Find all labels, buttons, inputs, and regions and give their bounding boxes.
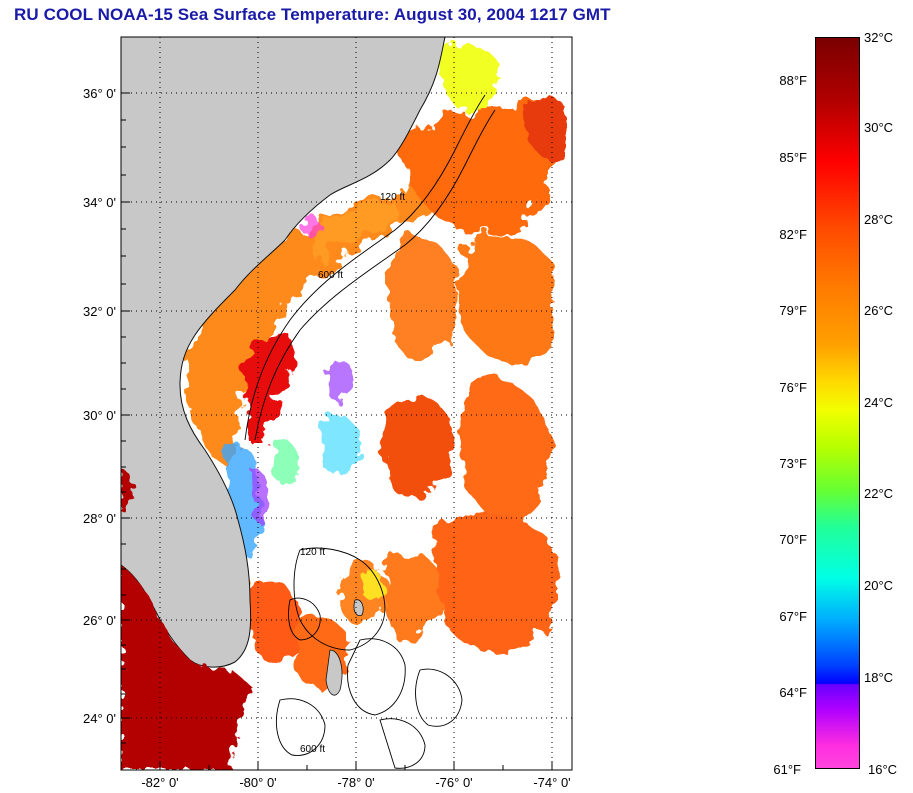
c-label-26: 26°C xyxy=(864,303,894,318)
lat-label-34: 34° 0' xyxy=(83,195,116,210)
lon-label-76: -76° 0' xyxy=(435,775,472,790)
gulf-sst xyxy=(121,469,255,770)
c-label-16: 16°C xyxy=(868,762,898,777)
lat-label-30: 30° 0' xyxy=(83,408,116,423)
lon-label-74: -74° 0' xyxy=(533,775,570,790)
f-label-85: 85°F xyxy=(779,150,807,165)
lat-label-26: 26° 0' xyxy=(83,613,116,628)
c-label-30: 30°C xyxy=(864,120,894,135)
lon-label-78: -78° 0' xyxy=(337,775,374,790)
lat-label-28: 28° 0' xyxy=(83,511,116,526)
latitude-labels: 36° 0' 34° 0' 32° 0' 30° 0' 28° 0' 26° 0… xyxy=(83,86,116,726)
f-label-64: 64°F xyxy=(779,685,807,700)
depth-label-600-south: 600 ft xyxy=(300,744,325,755)
f-label-70: 70°F xyxy=(779,532,807,547)
depth-label-120-bahamas: 120 ft xyxy=(300,547,325,558)
c-label-32: 32°C xyxy=(864,30,894,45)
c-label-22: 22°C xyxy=(864,486,894,501)
f-label-61: 61°F xyxy=(773,762,801,777)
f-label-67: 67°F xyxy=(779,609,807,624)
cool-speckle xyxy=(208,43,500,600)
c-label-28: 28°C xyxy=(864,212,894,227)
depth-contours xyxy=(244,94,496,769)
land-mass xyxy=(121,37,446,696)
lat-label-32: 32° 0' xyxy=(83,304,116,319)
depth-label-600: 600 ft xyxy=(318,270,343,281)
lat-label-24: 24° 0' xyxy=(83,711,116,726)
c-label-18: 18°C xyxy=(864,670,894,685)
f-label-73: 73°F xyxy=(779,456,807,471)
page-title: RU COOL NOAA-15 Sea Surface Temperature:… xyxy=(14,5,611,24)
longitude-labels: -82° 0' -80° 0' -78° 0' -76° 0' -74° 0' xyxy=(141,775,570,790)
axis-ticks xyxy=(121,92,553,770)
c-label-20: 20°C xyxy=(864,578,894,593)
depth-labels: 120 ft 600 ft 120 ft 600 ft xyxy=(300,192,405,755)
f-label-76: 76°F xyxy=(779,380,807,395)
graticule xyxy=(121,37,572,770)
c-label-24: 24°C xyxy=(864,395,894,410)
map-frame xyxy=(120,36,573,771)
f-label-82: 82°F xyxy=(779,227,807,242)
lon-label-82: -82° 0' xyxy=(141,775,178,790)
sst-patches xyxy=(185,98,568,690)
temperature-colorbar xyxy=(815,37,860,769)
f-label-88: 88°F xyxy=(779,73,807,88)
depth-label-120: 120 ft xyxy=(380,192,405,203)
f-label-79: 79°F xyxy=(779,303,807,318)
lon-label-80: -80° 0' xyxy=(239,775,276,790)
lat-label-36: 36° 0' xyxy=(83,86,116,101)
